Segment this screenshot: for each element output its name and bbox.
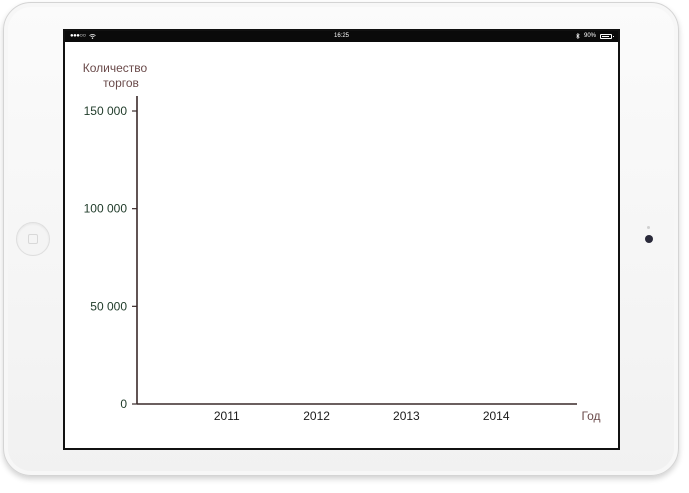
y-axis-title-line-1: Количество [83,61,148,75]
bluetooth-icon [576,33,580,39]
battery-level-fill [602,35,610,37]
y-tick-label: 100 000 [84,202,128,216]
screen: ●●●○○ 16:25 90% Количество торгов Год 0 5… [63,29,620,450]
chart-area: Количество торгов Год 0 50 000 100 000 150 … [65,42,618,448]
sensor-dot [647,226,650,229]
x-axis-title: Год [581,409,600,423]
battery-percent: 90% [583,33,596,39]
y-tick-label: 0 [120,397,127,411]
x-tick-label: 2014 [483,409,510,423]
status-right: 90% [576,33,614,39]
y-tick-label: 50 000 [90,299,127,313]
home-button[interactable] [16,222,50,256]
y-tick-label: 150 000 [84,104,128,118]
wifi-icon [88,33,96,39]
x-tick-label: 2013 [393,409,420,423]
chart: Количество торгов Год 0 50 000 100 000 150 … [83,61,601,423]
status-bar: ●●●○○ 16:25 90% [65,31,618,42]
status-time: 16:25 [333,33,349,39]
y-axis-title-line-2: торгов [103,76,139,90]
x-tick-labels: 2011 2012 2013 2014 [214,409,510,423]
front-camera [645,235,653,243]
x-tick-label: 2012 [303,409,330,423]
status-left: ●●●○○ [70,33,96,39]
x-tick-label: 2011 [214,409,240,423]
signal-strength: ●●●○○ [70,33,86,39]
home-button-icon [28,234,38,244]
battery-icon [600,33,614,39]
y-ticks: 0 50 000 100 000 150 000 [84,104,137,411]
